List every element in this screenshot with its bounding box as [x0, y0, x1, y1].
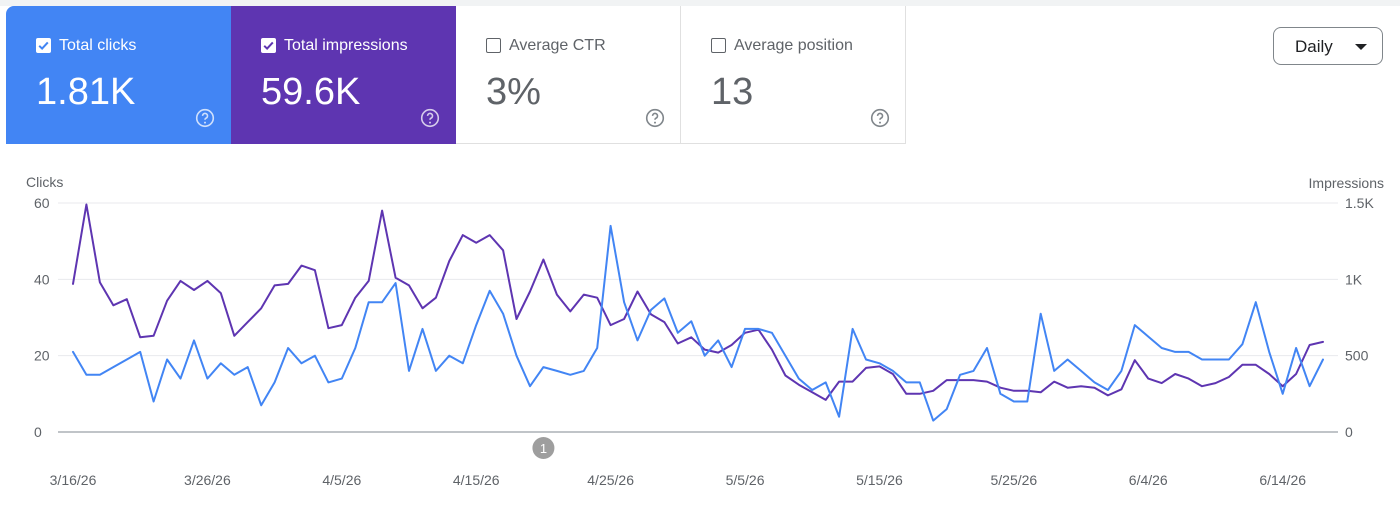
y-right-tick-label: 1K [1345, 271, 1363, 287]
y-axis-right-title: Impressions [1309, 175, 1384, 191]
y-right-tick-label: 1.5K [1345, 195, 1374, 211]
total-clicks-value: 1.81K [36, 71, 136, 113]
annotation-layer: 1 [532, 437, 555, 459]
average-position-value: 13 [711, 71, 754, 113]
total-impressions-card[interactable]: Total impressions 59.6K [231, 6, 456, 144]
total-impressions-label: Total impressions [284, 37, 408, 54]
total-clicks-label: Total clicks [59, 37, 137, 54]
x-tick-label: 3/16/26 [50, 472, 97, 488]
help-icon[interactable] [420, 108, 440, 128]
annotation-marker-circle [532, 437, 555, 459]
check-icon [38, 41, 49, 51]
total-impressions-value: 59.6K [261, 71, 361, 113]
average-ctr-card[interactable]: Average CTR 3% [456, 6, 681, 144]
y-axis-left-title: Clicks [26, 174, 63, 190]
series-line-clicks [72, 224, 1324, 422]
series-layer [72, 203, 1324, 422]
x-tick-label: 5/15/26 [856, 472, 903, 488]
average-position-card[interactable]: Average position 13 [681, 6, 906, 144]
total-clicks-card[interactable]: Total clicks 1.81K [6, 6, 231, 144]
y-left-tick-label: 60 [34, 195, 50, 211]
average-ctr-checkbox[interactable] [486, 38, 501, 53]
average-ctr-label: Average CTR [509, 37, 606, 54]
average-position-checkbox[interactable] [711, 38, 726, 53]
top-strip [0, 0, 1400, 6]
y-right-tick-label: 0 [1345, 424, 1353, 440]
help-icon[interactable] [195, 108, 215, 128]
help-icon[interactable] [645, 108, 665, 128]
average-ctr-value: 3% [486, 71, 541, 113]
y-right-tick-label: 500 [1345, 348, 1369, 364]
gridlines [58, 202, 1338, 433]
x-axis-ticks: 3/16/26 3/26/26 4/5/26 4/15/26 4/25/26 5/5/26… [50, 472, 1307, 488]
y-left-tick-label: 20 [34, 348, 50, 364]
y-axis-right-ticks: 0 500 1K 1.5K [1345, 195, 1374, 440]
period-dropdown[interactable]: Daily [1273, 27, 1383, 65]
y-left-tick-label: 0 [34, 424, 42, 440]
total-impressions-checkbox[interactable] [261, 38, 276, 53]
annotation-marker-label: 1 [540, 441, 547, 456]
total-clicks-checkbox[interactable] [36, 38, 51, 53]
x-tick-label: 3/26/26 [184, 472, 231, 488]
help-icon[interactable] [870, 108, 890, 128]
average-position-label: Average position [734, 37, 853, 54]
x-tick-label: 5/25/26 [991, 472, 1038, 488]
x-tick-label: 4/25/26 [587, 472, 634, 488]
check-icon [263, 41, 274, 51]
x-tick-label: 5/5/26 [726, 472, 765, 488]
x-tick-label: 4/5/26 [322, 472, 361, 488]
x-tick-label: 6/4/26 [1129, 472, 1168, 488]
series-line-impressions [72, 203, 1324, 401]
x-tick-label: 4/15/26 [453, 472, 500, 488]
y-left-tick-label: 40 [34, 271, 50, 287]
caret-down-icon [1355, 44, 1367, 50]
y-axis-left-ticks: 0 20 40 60 [34, 195, 50, 440]
x-tick-label: 6/14/26 [1259, 472, 1306, 488]
annotation-marker[interactable]: 1 [532, 437, 555, 459]
period-dropdown-value: Daily [1295, 37, 1333, 56]
